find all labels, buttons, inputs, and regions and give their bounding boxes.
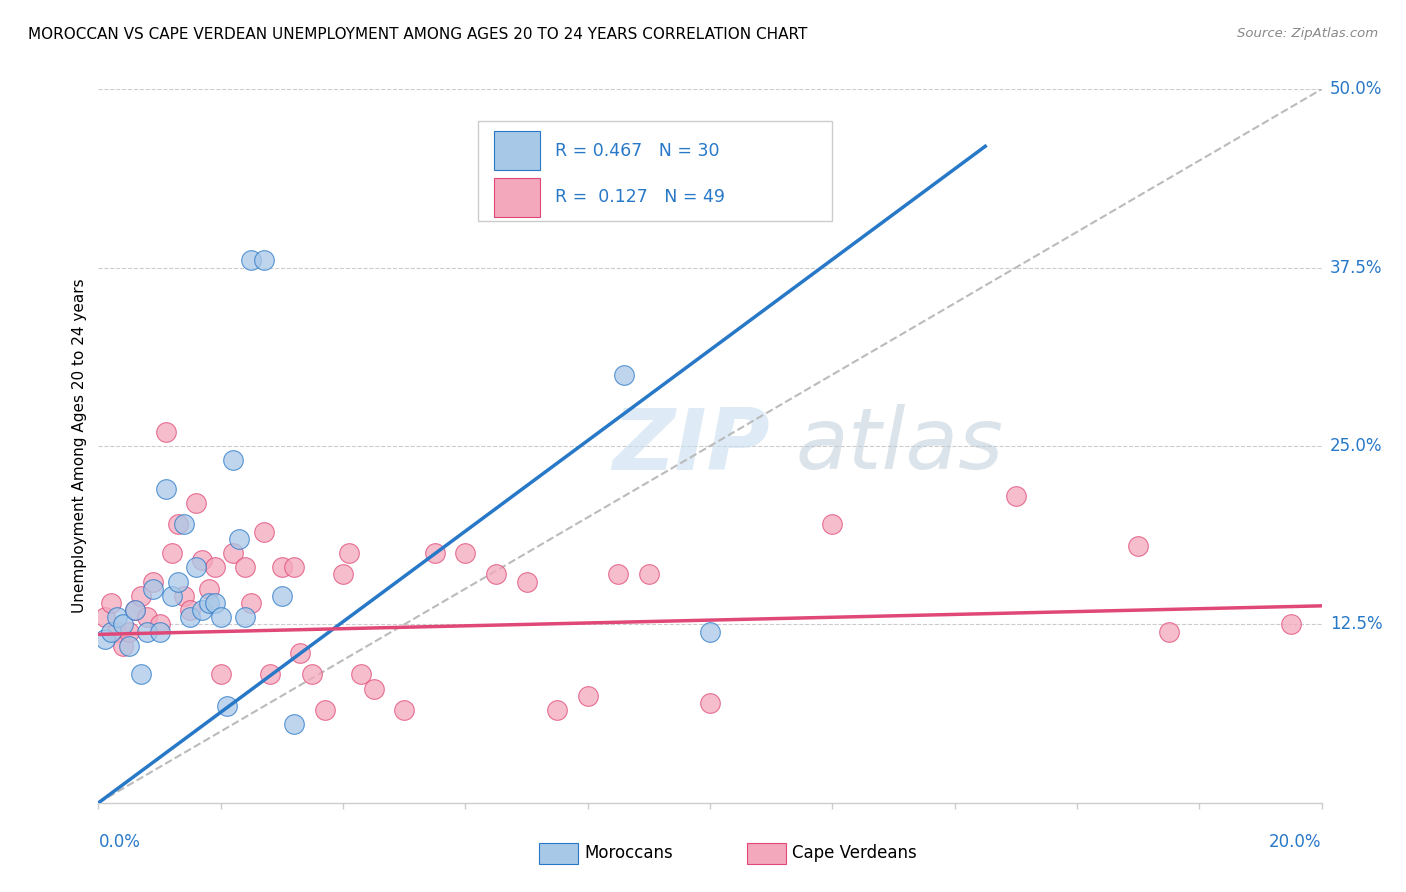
- Point: [252, 253, 274, 268]
- Point: [197, 596, 219, 610]
- Point: [100, 596, 122, 610]
- Point: [209, 667, 232, 681]
- Point: [129, 589, 152, 603]
- Point: [392, 703, 416, 717]
- Point: [142, 574, 165, 589]
- Point: [142, 582, 165, 596]
- Text: 12.5%: 12.5%: [1330, 615, 1382, 633]
- Point: [337, 546, 360, 560]
- Text: 37.5%: 37.5%: [1330, 259, 1382, 277]
- Point: [179, 610, 201, 624]
- Point: [105, 624, 128, 639]
- Point: [1279, 617, 1302, 632]
- Point: [105, 610, 128, 624]
- Point: [350, 667, 373, 681]
- Point: [118, 624, 141, 639]
- Point: [546, 703, 568, 717]
- Point: [124, 603, 146, 617]
- Point: [100, 624, 122, 639]
- Point: [111, 617, 134, 632]
- Point: [222, 546, 245, 560]
- Point: [301, 667, 323, 681]
- Point: [173, 589, 195, 603]
- Point: [314, 703, 336, 717]
- Point: [149, 617, 172, 632]
- Text: atlas: atlas: [796, 404, 1004, 488]
- Point: [149, 624, 172, 639]
- Point: [454, 546, 477, 560]
- Point: [240, 596, 263, 610]
- Point: [699, 624, 721, 639]
- Point: [270, 560, 292, 574]
- Point: [363, 681, 385, 696]
- Text: 50.0%: 50.0%: [1330, 80, 1382, 98]
- FancyBboxPatch shape: [538, 843, 578, 864]
- Y-axis label: Unemployment Among Ages 20 to 24 years: Unemployment Among Ages 20 to 24 years: [72, 278, 87, 614]
- Point: [516, 574, 538, 589]
- Point: [240, 253, 263, 268]
- Point: [167, 574, 190, 589]
- Point: [283, 717, 305, 731]
- Point: [197, 582, 219, 596]
- Point: [191, 553, 214, 567]
- Point: [259, 667, 281, 681]
- Text: Moroccans: Moroccans: [583, 845, 673, 863]
- Point: [576, 689, 599, 703]
- Point: [191, 603, 214, 617]
- Point: [613, 368, 636, 382]
- Point: [124, 603, 146, 617]
- Point: [233, 610, 256, 624]
- Point: [186, 496, 208, 510]
- Text: MOROCCAN VS CAPE VERDEAN UNEMPLOYMENT AMONG AGES 20 TO 24 YEARS CORRELATION CHAR: MOROCCAN VS CAPE VERDEAN UNEMPLOYMENT AM…: [28, 27, 807, 42]
- Point: [1004, 489, 1026, 503]
- Point: [222, 453, 245, 467]
- Point: [93, 610, 115, 624]
- Point: [233, 560, 256, 574]
- Point: [179, 603, 201, 617]
- Point: [93, 632, 115, 646]
- FancyBboxPatch shape: [494, 178, 540, 217]
- Text: R =  0.127   N = 49: R = 0.127 N = 49: [555, 188, 724, 206]
- Point: [111, 639, 134, 653]
- Text: Source: ZipAtlas.com: Source: ZipAtlas.com: [1237, 27, 1378, 40]
- Text: R = 0.467   N = 30: R = 0.467 N = 30: [555, 142, 720, 160]
- Point: [204, 596, 226, 610]
- Point: [186, 560, 208, 574]
- Point: [167, 517, 190, 532]
- Text: ZIP: ZIP: [612, 404, 770, 488]
- Point: [155, 425, 177, 439]
- Point: [160, 589, 183, 603]
- Point: [270, 589, 292, 603]
- Point: [155, 482, 177, 496]
- FancyBboxPatch shape: [494, 131, 540, 170]
- Point: [290, 646, 312, 660]
- FancyBboxPatch shape: [747, 843, 786, 864]
- Point: [204, 560, 226, 574]
- Point: [136, 624, 159, 639]
- Point: [228, 532, 250, 546]
- Point: [607, 567, 630, 582]
- Point: [215, 698, 238, 713]
- Point: [332, 567, 354, 582]
- Text: 20.0%: 20.0%: [1270, 833, 1322, 851]
- Point: [821, 517, 844, 532]
- Point: [173, 517, 195, 532]
- Text: 25.0%: 25.0%: [1330, 437, 1382, 455]
- Text: 0.0%: 0.0%: [98, 833, 141, 851]
- FancyBboxPatch shape: [478, 121, 832, 221]
- Point: [209, 610, 232, 624]
- Point: [118, 639, 141, 653]
- Text: Cape Verdeans: Cape Verdeans: [792, 845, 917, 863]
- Point: [252, 524, 274, 539]
- Point: [423, 546, 446, 560]
- Point: [283, 560, 305, 574]
- Point: [160, 546, 183, 560]
- Point: [699, 696, 721, 710]
- Point: [1157, 624, 1180, 639]
- Point: [129, 667, 152, 681]
- Point: [136, 610, 159, 624]
- Point: [1128, 539, 1150, 553]
- Point: [485, 567, 508, 582]
- Point: [637, 567, 661, 582]
